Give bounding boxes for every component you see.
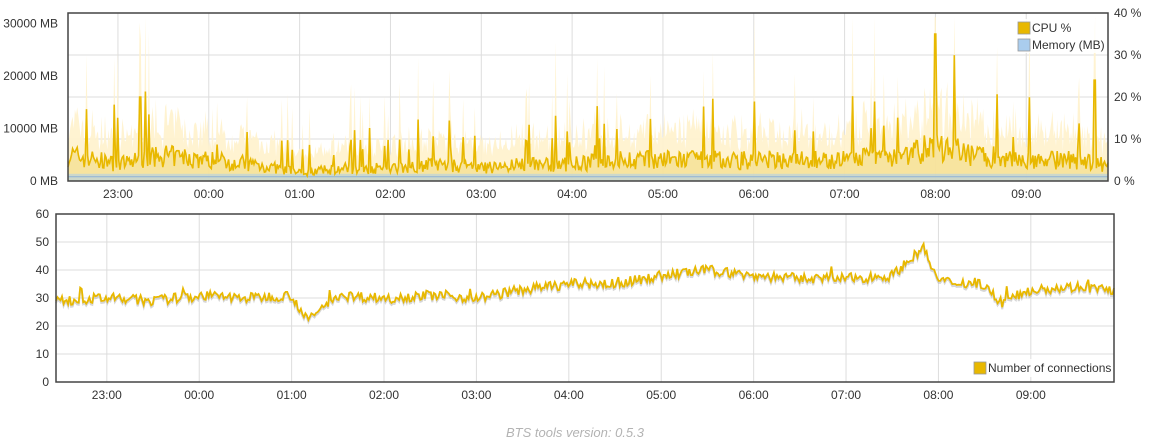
- y-right-tick-label: 20 %: [1114, 90, 1142, 104]
- x-tick-label: 02:00: [375, 187, 405, 201]
- x-tick-label: 00:00: [194, 187, 224, 201]
- chart-frame: [55, 213, 1115, 383]
- connections-chart: 0 10 20 30 40 50 60 23:00 00:00 01:00 02:00 03:00 04…: [36, 207, 1115, 402]
- x-tick-label: 06:00: [739, 388, 769, 402]
- x-tick-label: 06:00: [739, 187, 769, 201]
- legend-label: Memory (MB): [1032, 38, 1105, 52]
- y-right-tick-label: 10 %: [1114, 132, 1142, 146]
- y-tick-label: 20: [36, 319, 50, 333]
- y-left-tick-label: 10000 MB: [3, 122, 58, 136]
- x-tick-label: 08:00: [923, 388, 953, 402]
- legend-label: CPU %: [1032, 21, 1072, 35]
- x-tick-label: 03:00: [461, 388, 491, 402]
- connections-line: [55, 241, 1115, 323]
- y-tick-label: 60: [36, 207, 50, 221]
- y-left-tick-label: 0 MB: [30, 174, 58, 188]
- charts-svg: 0 MB 10000 MB 20000 MB 30000 MB 0 % 10 % 20 % 3…: [3, 6, 1141, 402]
- x-tick-label: 07:00: [830, 187, 860, 201]
- legend-swatch: [1017, 21, 1031, 35]
- x-tick-label: 02:00: [369, 388, 399, 402]
- cpu-memory-chart: 0 MB 10000 MB 20000 MB 30000 MB 0 % 10 % 20 % 3…: [3, 6, 1141, 201]
- memory-area: [68, 173, 1108, 181]
- y-right-tick-label: 40 %: [1114, 6, 1142, 20]
- x-tick-label: 09:00: [1016, 388, 1046, 402]
- y-left-tick-label: 20000 MB: [3, 69, 58, 83]
- y-tick-label: 50: [36, 235, 50, 249]
- legend-connections: Number of connections: [970, 359, 1112, 377]
- x-tick-label: 04:00: [557, 187, 587, 201]
- x-tick-label: 03:00: [466, 187, 496, 201]
- x-tick-label: 08:00: [920, 187, 950, 201]
- cpu-area: [68, 34, 1108, 181]
- x-tick-label: 07:00: [831, 388, 861, 402]
- x-tick-label: 23:00: [92, 388, 122, 402]
- x-tick-label: 01:00: [285, 187, 315, 201]
- y-tick-label: 40: [36, 263, 50, 277]
- x-tick-label: 23:00: [103, 187, 133, 201]
- x-tick-label: 04:00: [554, 388, 584, 402]
- legend-swatch: [973, 361, 987, 375]
- x-tick-label: 05:00: [648, 187, 678, 201]
- y-tick-label: 0: [42, 375, 49, 389]
- legend-cpu-memory: CPU % Memory (MB): [1014, 19, 1105, 53]
- legend-background: [970, 359, 1112, 377]
- cpu-line: [67, 33, 1109, 179]
- y-right-tick-label: 0 %: [1114, 174, 1135, 188]
- x-tick-label: 05:00: [646, 388, 676, 402]
- version-footer: BTS tools version: 0.5.3: [505, 425, 644, 440]
- y-tick-label: 30: [36, 291, 50, 305]
- y-right-tick-label: 30 %: [1114, 48, 1142, 62]
- x-tick-label: 09:00: [1011, 187, 1041, 201]
- y-left-tick-label: 30000 MB: [3, 17, 58, 31]
- x-tick-label: 00:00: [184, 388, 214, 402]
- cpu-range-band: [68, 17, 1108, 182]
- legend-swatch: [1017, 38, 1031, 52]
- y-tick-label: 10: [36, 347, 50, 361]
- legend-label: Number of connections: [988, 361, 1111, 375]
- x-tick-label: 01:00: [277, 388, 307, 402]
- chart-frame: [67, 12, 1109, 182]
